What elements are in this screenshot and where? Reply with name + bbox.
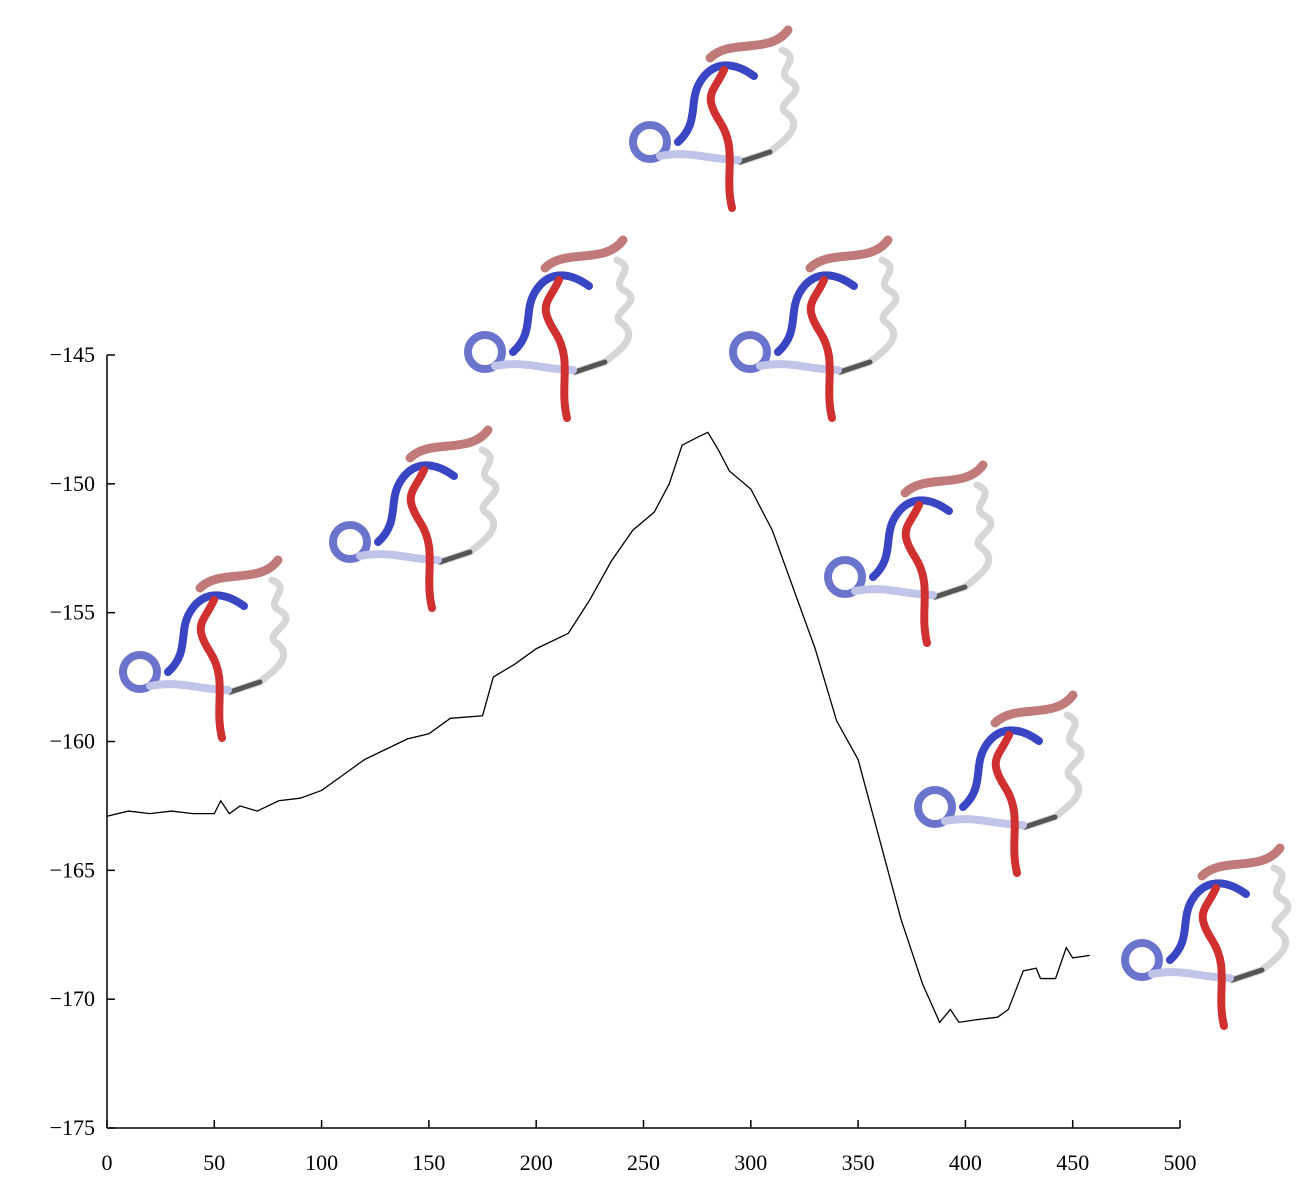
y-tick-label: −145 xyxy=(50,342,95,367)
y-tick-label: −160 xyxy=(50,729,95,754)
x-tick-label: 100 xyxy=(305,1150,338,1175)
x-tick-label: 300 xyxy=(734,1150,767,1175)
x-tick-label: 150 xyxy=(412,1150,445,1175)
y-tick-label: −165 xyxy=(50,857,95,882)
x-tick-label: 500 xyxy=(1164,1150,1197,1175)
x-tick-label: 250 xyxy=(627,1150,660,1175)
y-tick-label: −170 xyxy=(50,986,95,1011)
y-tick-label: −150 xyxy=(50,471,95,496)
line-series xyxy=(106,431,1090,1024)
x-tick-label: 400 xyxy=(949,1150,982,1175)
y-tick-label: −155 xyxy=(50,600,95,625)
x-tick-label: 350 xyxy=(842,1150,875,1175)
x-tick-label: 200 xyxy=(520,1150,553,1175)
structure-images xyxy=(123,30,1288,1026)
x-tick-label: 0 xyxy=(102,1150,113,1175)
x-tick-label: 50 xyxy=(203,1150,225,1175)
x-tick-label: 450 xyxy=(1056,1150,1089,1175)
y-tick-label: −175 xyxy=(50,1115,95,1140)
